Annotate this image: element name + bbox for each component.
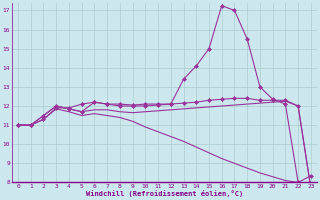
X-axis label: Windchill (Refroidissement éolien,°C): Windchill (Refroidissement éolien,°C) <box>86 190 243 197</box>
